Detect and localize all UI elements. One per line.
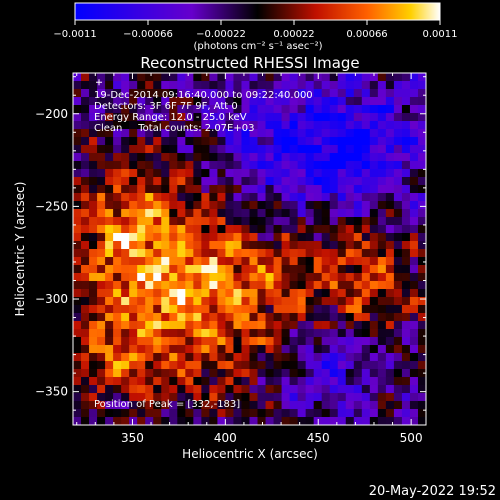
x-tick-label: 350 [121,431,144,445]
y-tick-label: −200 [35,107,68,121]
y-axis: −200 −250 −300 −350 [35,76,426,411]
x-axis: 350 400 450 500 [76,73,423,445]
x-tick-label: 450 [307,431,330,445]
x-axis-label: Heliocentric X (arcsec) [182,447,318,461]
y-tick-label: −350 [35,385,68,399]
annotation-time-range: 19-Dec-2014 09:16:40.000 to 09:22:40.000 [94,90,313,101]
colorbar-tick-label: 0.0011 [423,29,458,40]
annotation-counts: Clean Total counts: 2.07E+03 [94,123,254,134]
y-axis-label: Heliocentric Y (arcsec) [13,182,27,317]
colorbar-gradient [74,2,441,21]
annotation-energy-range: Energy Range: 12.0 - 25.0 keV [94,112,247,123]
annotations: 19-Dec-2014 09:16:40.000 to 09:22:40.000… [94,90,313,410]
chart-title: Reconstructed RHESSI Image [140,54,359,72]
x-tick-label: 500 [400,431,423,445]
colorbar-tick-label: −0.0011 [53,29,96,40]
y-tick-label: −250 [35,199,68,213]
colorbar-tick-label: 0.00066 [346,29,387,40]
plot-frame [72,72,427,426]
colorbar-units-label: (photons cm⁻² s⁻¹ asec⁻²) [193,41,322,52]
heatmap-image [73,73,427,426]
x-tick-label: 400 [214,431,237,445]
colorbar-ticks: −0.0011 −0.00066 −0.00022 0.00022 0.00066 0.0… [53,20,458,40]
y-tick-label: −300 [35,292,68,306]
footer-date: 20-May-2022 19:52 [369,484,496,499]
peak-marker [96,79,103,86]
annotation-peak-position: Position of Peak = [332,-183] [94,399,240,410]
colorbar-tick-label: −0.00066 [123,29,173,40]
colorbar: −0.0011 −0.00066 −0.00022 0.00022 0.00066 0.0… [53,2,458,52]
colorbar-tick-label: −0.00022 [196,29,246,40]
colorbar-tick-label: 0.00022 [273,29,314,40]
annotation-detectors: Detectors: 3F 6F 7F 9F, Att 0 [94,101,238,112]
